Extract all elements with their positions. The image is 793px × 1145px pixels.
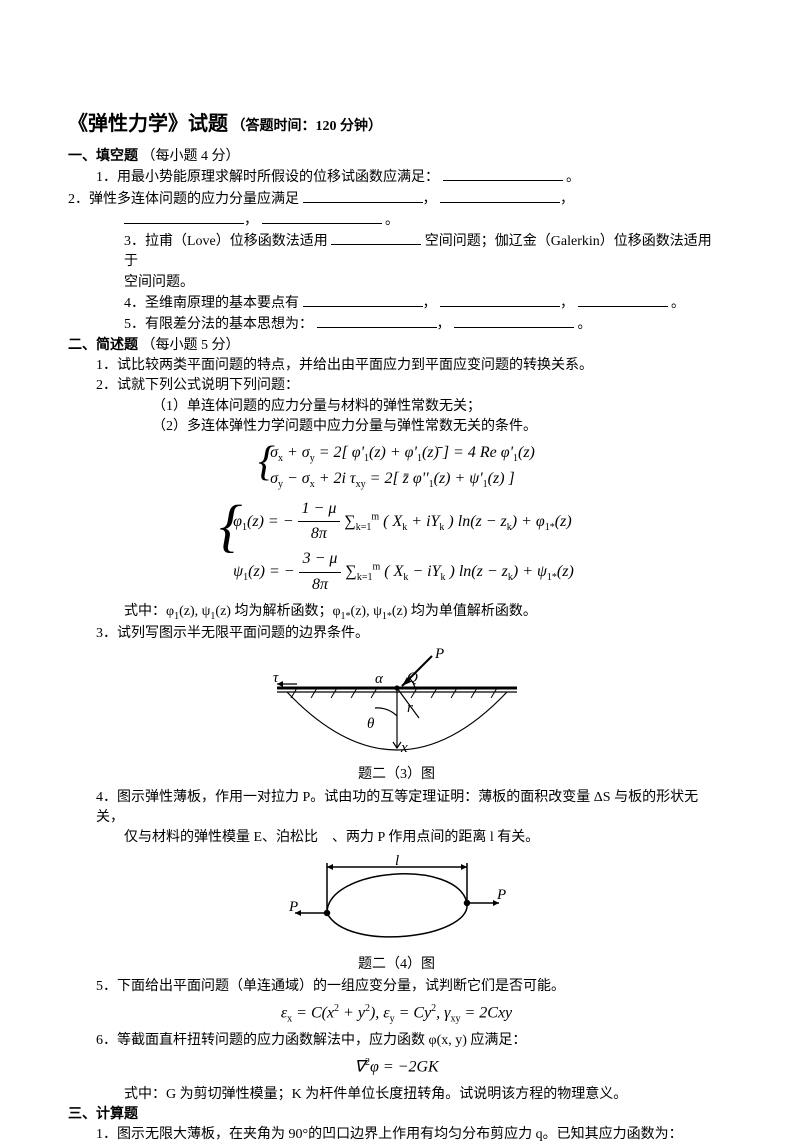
sec1-q1-text: 1．用最小势能原理求解时所假设的位移试函数应满足： [96,170,439,185]
sec2-q5: 5．下面给出平面问题（单连通域）的一组应变分量，试判断它们是否可能。 [68,977,725,997]
blank [262,210,382,224]
sec2-q6: 6．等截面直杆扭转问题的应力函数解法中，应力函数 φ(x, y) 应满足： [68,1031,725,1051]
blank [303,189,423,203]
comma: ， [560,296,574,311]
comma: ， [244,213,258,228]
eq4-top: 3 − μ [299,547,342,573]
sec2-head: 二、简述题 [68,338,138,353]
sec1-q3: 3．拉甫（Love）位移函数法适用 空间问题；伽辽金（Galerkin）位移函数… [68,231,725,273]
figure-2-4: l P P [287,853,507,953]
comma: ， [560,192,574,207]
sec2-q2-2: （2）多连体弹性力学问题中应力分量与弹性常数无关的条件。 [68,417,725,437]
section-1: 一、填空题 （每小题 4 分） [68,147,725,167]
title-sub: （答题时间：120 分钟） [232,119,383,134]
label-P-right: P [496,887,506,903]
sec2-q6-note: 式中：G 为剪切弹性模量；K 为杆件单位长度扭转角。试说明该方程的物理意义。 [68,1085,725,1105]
sec1-head: 一、填空题 [68,149,138,164]
comma: ， [423,296,437,311]
label-theta: θ [367,716,375,732]
sec1-q2: 2．弹性多连体问题的应力分量应满足 ， ， [68,189,725,210]
sec2-q1: 1．试比较两类平面问题的特点，并给出由平面应力到平面应变问题的转换关系。 [68,356,725,376]
sec1-q3-cont: 空间问题。 [68,273,725,293]
sec1-q5-text: 5．有限差分法的基本思想为： [124,317,313,332]
period: 。 [566,170,580,185]
sec2-q2-1: （1）单连体问题的应力分量与材料的弹性常数无关； [68,397,725,417]
period: 。 [385,213,399,228]
section-3: 三、计算题 [68,1105,725,1125]
fig3-caption: 题二（3）图 [68,765,725,785]
sec1-q1: 1．用最小势能原理求解时所假设的位移试函数应满足： 。 [68,167,725,188]
comma: ， [437,317,451,332]
eq4-pre: ψ1(z) = − [233,563,294,580]
sec2-q2: 2．试就下列公式说明下列问题： [68,376,725,396]
blank [440,293,560,307]
label-r: r [407,700,413,716]
fig4-caption: 题二（4）图 [68,955,725,975]
section-2: 二、简述题 （每小题 5 分） [68,336,725,356]
figure-2-3: P Q α τ r θ x [267,648,527,763]
sec3-q1: 1．图示无限大薄板，在夹角为 90°的凹口边界上作用有均匀分布剪应力 q。已知其… [68,1125,725,1145]
sec2-q4a: 4．图示弹性薄板，作用一对拉力 P。试由功的互等定理证明：薄板的面积改变量 ΔS… [68,788,725,829]
title-line: 《弹性力学》试题 （答题时间：120 分钟） [68,110,725,139]
label-Q: Q [407,670,418,686]
eq-block-2: { φ1(z) = − 1 − μ 8π ∑k=1m ( Xk + iYk ) … [68,497,725,598]
sec1-q4: 4．圣维南原理的基本要点有 ， ， 。 [68,293,725,314]
sec1-points: （每小题 4 分） [142,149,240,164]
eq-line2: σy − σx + 2i τxy = 2[ z̄ φ''1(z) + ψ'1(z… [270,467,535,493]
eq3-bot: 8π [298,522,341,547]
sec2-q2-note: 式中：φ1(z), ψ1(z) 均为解析函数；φ1*(z), ψ1*(z) 均为… [68,602,725,624]
blank [317,314,437,328]
blank [443,167,563,181]
blank [578,293,668,307]
eq3-top: 1 − μ [298,497,341,523]
sec1-q3a: 3．拉甫（Love）位移函数法适用 [124,234,328,249]
label-l: l [395,853,399,869]
label-P: P [434,648,444,662]
sec2-q5-eq: εx = C(x2 + y2), εy = Cy2, γxy = 2Cxy [68,1001,725,1027]
blank [331,231,421,245]
eq4-bot: 8π [299,573,342,598]
sec1-q2-cont: ， 。 [68,210,725,231]
label-P-left: P [288,899,298,915]
label-alpha: α [375,671,384,687]
comma: ， [423,192,437,207]
eq-line4: ψ1(z) = − 3 − μ 8π ∑k=1m ( Xk − iYk ) ln… [233,547,574,598]
sec2-points: （每小题 5 分） [142,338,240,353]
eq-block-1: { σx + σy = 2[ φ'1(z) + φ'1(z)̄ ] = 4 Re… [68,441,725,492]
eq3-post: ∑k=1m ( Xk + iYk ) ln(z − zk) + φ1*(z) [344,513,571,530]
label-x: x [400,740,408,756]
sec3-head: 三、计算题 [68,1107,138,1122]
blank [303,293,423,307]
sec2-q3: 3．试列写图示半无限平面问题的边界条件。 [68,624,725,644]
blank [454,314,574,328]
sec2-q6-eq: ∇2φ = −2GK [68,1055,725,1080]
eq4-post: ∑k=1m ( Xk − iYk ) ln(z − zk) + ψ1*(z) [345,563,573,580]
eq-line1: σx + σy = 2[ φ'1(z) + φ'1(z)̄ ] = 4 Re φ… [270,441,535,467]
blank [440,189,560,203]
period: 。 [671,296,685,311]
sec2-q6-text: 6．等截面直杆扭转问题的应力函数解法中，应力函数 φ(x, y) 应满足： [96,1033,526,1048]
sec1-q4-text: 4．圣维南原理的基本要点有 [124,296,299,311]
title-main: 《弹性力学》试题 [68,113,228,135]
sec1-q2-text: 2．弹性多连体问题的应力分量应满足 [68,192,299,207]
sec1-q3c: 空间问题。 [124,275,194,290]
period: 。 [578,317,592,332]
label-tau: τ [273,670,279,686]
sec2-q4b: 仅与材料的弹性模量 E、泊松比 、两力 P 作用点间的距离 l 有关。 [68,828,725,848]
eq-line3: φ1(z) = − 1 − μ 8π ∑k=1m ( Xk + iYk ) ln… [233,497,574,548]
blank [124,210,244,224]
sec1-q5: 5．有限差分法的基本思想为： ， 。 [68,314,725,335]
